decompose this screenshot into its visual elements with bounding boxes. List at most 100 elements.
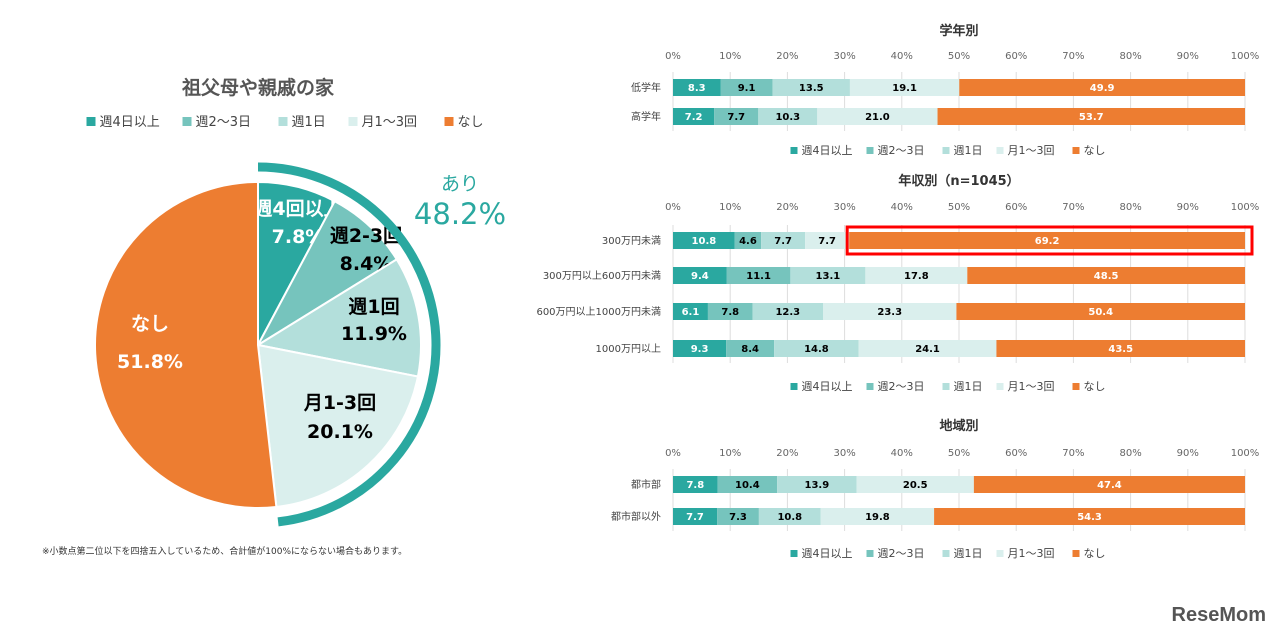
legend-label: 週4日以上 bbox=[802, 380, 853, 393]
bar-value-label: 7.7 bbox=[774, 236, 792, 247]
y-category-label: 高学年 bbox=[631, 110, 661, 123]
group-name: あり bbox=[441, 173, 479, 195]
legend-label: なし bbox=[1084, 547, 1106, 560]
x-tick-label: 60% bbox=[1005, 448, 1027, 459]
bar-value-label: 24.1 bbox=[915, 344, 940, 355]
legend-swatch bbox=[942, 147, 950, 154]
legend-swatch bbox=[278, 117, 288, 126]
pie-slice bbox=[256, 343, 420, 509]
bar-value-label: 7.2 bbox=[685, 112, 703, 123]
x-tick-label: 10% bbox=[719, 51, 741, 62]
bar-segment bbox=[772, 79, 850, 96]
bar-value-label: 23.3 bbox=[877, 307, 902, 318]
bar-segment bbox=[865, 267, 968, 284]
pie-slice-value: 11.9% bbox=[341, 323, 407, 345]
x-tick-label: 0% bbox=[665, 202, 681, 213]
bar-segment bbox=[790, 267, 866, 284]
bar-segment bbox=[774, 340, 859, 357]
legend-swatch bbox=[444, 117, 454, 126]
bar-value-label: 8.4 bbox=[741, 344, 759, 355]
bar-value-label: 7.8 bbox=[686, 480, 704, 491]
legend-label: 週1日 bbox=[954, 380, 983, 393]
bar-value-label: 13.9 bbox=[805, 480, 830, 491]
legend-swatch bbox=[1072, 550, 1080, 557]
bar-value-label: 17.8 bbox=[904, 271, 929, 282]
x-tick-label: 50% bbox=[948, 448, 970, 459]
bar-segment bbox=[967, 267, 1245, 284]
bar-value-label: 48.5 bbox=[1094, 271, 1119, 282]
legend-swatch bbox=[790, 147, 798, 154]
bar-segment bbox=[758, 508, 821, 525]
x-tick-label: 50% bbox=[948, 202, 970, 213]
bar-value-label: 50.4 bbox=[1088, 307, 1113, 318]
legend-label: 週2〜3日 bbox=[878, 380, 925, 393]
pie-slice bbox=[94, 180, 278, 509]
bar-value-label: 43.5 bbox=[1108, 344, 1133, 355]
bar-segment bbox=[673, 79, 721, 96]
legend-label: 月1〜3回 bbox=[1008, 144, 1055, 157]
pie-slice-name: 週1回 bbox=[348, 296, 399, 318]
pie-slice-name: なし bbox=[131, 313, 169, 335]
bar-segment bbox=[673, 340, 727, 357]
legend-swatch bbox=[866, 147, 874, 154]
bar-segment bbox=[717, 476, 778, 493]
bar-value-label: 20.5 bbox=[903, 480, 928, 491]
x-tick-label: 40% bbox=[891, 448, 913, 459]
bar-segment bbox=[673, 108, 715, 125]
x-tick-label: 60% bbox=[1005, 51, 1027, 62]
bar-segment bbox=[673, 267, 727, 284]
bar-segment bbox=[817, 108, 938, 125]
legend-label: 月1〜3回 bbox=[1008, 380, 1055, 393]
pie-title: 祖父母や親戚の家 bbox=[181, 76, 335, 99]
bar-segment bbox=[996, 340, 1245, 357]
x-tick-label: 40% bbox=[891, 202, 913, 213]
y-category-label: 600万円以上1000万円未満 bbox=[536, 306, 661, 318]
pie-slice-value: 51.8% bbox=[117, 351, 183, 373]
pie-slice bbox=[255, 258, 422, 378]
pie-slice-name: 週2-3回 bbox=[330, 225, 402, 247]
bar-value-label: 47.4 bbox=[1097, 480, 1122, 491]
bar-value-label: 7.7 bbox=[727, 112, 745, 123]
bar-segment bbox=[937, 108, 1245, 125]
bar-segment bbox=[673, 508, 718, 525]
x-tick-label: 0% bbox=[665, 448, 681, 459]
legend-swatch bbox=[866, 550, 874, 557]
y-category-label: 都市部 bbox=[631, 478, 661, 491]
legend-label: 週1日 bbox=[954, 144, 983, 157]
pie-slice-value: 20.1% bbox=[307, 421, 373, 443]
x-tick-label: 90% bbox=[1177, 202, 1199, 213]
legend-swatch bbox=[996, 550, 1004, 557]
legend-label: 月1〜3回 bbox=[362, 115, 418, 130]
x-tick-label: 100% bbox=[1231, 202, 1260, 213]
resemom-logo: ReseMom bbox=[1171, 604, 1266, 626]
bar-value-label: 13.1 bbox=[816, 271, 841, 282]
legend-label: 週2〜3日 bbox=[196, 115, 252, 130]
bar-segment bbox=[849, 232, 1245, 249]
group-value: 48.2% bbox=[414, 197, 506, 231]
bar-segment bbox=[734, 232, 762, 249]
y-category-label: 300万円未満 bbox=[602, 235, 661, 247]
bar-segment bbox=[820, 508, 935, 525]
x-tick-label: 40% bbox=[891, 51, 913, 62]
bar-value-label: 6.1 bbox=[682, 307, 700, 318]
x-tick-label: 60% bbox=[1005, 202, 1027, 213]
bar-value-label: 13.5 bbox=[799, 83, 824, 94]
bar-segment bbox=[726, 267, 791, 284]
bar-value-label: 9.1 bbox=[738, 83, 756, 94]
legend-swatch bbox=[86, 117, 96, 126]
legend-label: 週4日以上 bbox=[802, 547, 853, 560]
bar-segment bbox=[726, 340, 775, 357]
bar-segment bbox=[720, 79, 773, 96]
legend-swatch bbox=[182, 117, 192, 126]
bar-segment bbox=[959, 79, 1245, 96]
bar-value-label: 14.8 bbox=[804, 344, 829, 355]
footnote: ※小数点第二位以下を四捨五入しているため、合計値が100%にならない場合もありま… bbox=[42, 547, 408, 557]
bar-value-label: 19.1 bbox=[892, 83, 917, 94]
legend-label: 週4日以上 bbox=[802, 144, 853, 157]
x-tick-label: 80% bbox=[1119, 448, 1141, 459]
bar-value-label: 10.4 bbox=[735, 480, 760, 491]
bar-segment bbox=[956, 303, 1245, 320]
legend-swatch bbox=[1072, 147, 1080, 154]
legend-label: なし bbox=[1084, 144, 1106, 157]
bar-segment bbox=[973, 476, 1245, 493]
